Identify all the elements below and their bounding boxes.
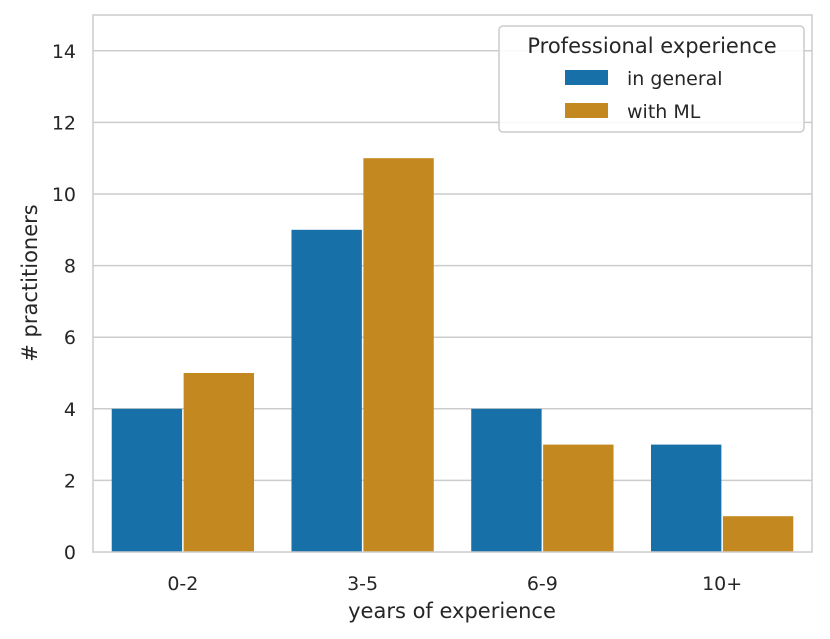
x-tick-label: 6-9: [527, 573, 558, 595]
y-tick-label: 2: [64, 470, 76, 492]
plot-frame: [92, 14, 813, 553]
bars: [111, 158, 794, 553]
legend-swatch-with-ml: [565, 103, 608, 118]
legend-label-with-ml: with ML: [627, 101, 701, 123]
y-axis-label: # practitioners: [18, 204, 42, 361]
y-tick-label: 12: [52, 112, 76, 134]
bar-with-ml-6-9: [543, 444, 614, 552]
x-tick-label: 0-2: [167, 573, 198, 595]
x-tick-label: 10+: [702, 573, 742, 595]
legend: Professional experience in general with …: [498, 25, 805, 133]
x-tick-labels: 0-2 3-5 6-9 10+: [167, 573, 742, 595]
y-tick-label: 10: [52, 184, 76, 206]
y-tick-label: 14: [52, 41, 76, 63]
x-axis-label: years of experience: [348, 599, 556, 623]
bar-in-general-3-5: [291, 229, 362, 553]
legend-label-in-general: in general: [627, 68, 723, 90]
y-tick-label: 4: [64, 399, 76, 421]
y-tick-label: 8: [64, 256, 76, 278]
bar-in-general-10+: [650, 444, 722, 552]
y-tick-label: 0: [64, 542, 76, 564]
legend-swatch-in-general: [565, 70, 608, 85]
legend-title: Professional experience: [527, 34, 776, 58]
bar-in-general-0-2: [111, 408, 183, 552]
bar-with-ml-3-5: [363, 158, 434, 552]
x-tick-label: 3-5: [347, 573, 378, 595]
bar-with-ml-0-2: [183, 373, 255, 552]
bar-in-general-6-9: [471, 408, 542, 552]
y-tick-labels: 0 2 4 6 8 10 12 14: [52, 41, 76, 564]
bar-with-ml-10+: [722, 516, 794, 552]
y-tick-label: 6: [64, 327, 76, 349]
